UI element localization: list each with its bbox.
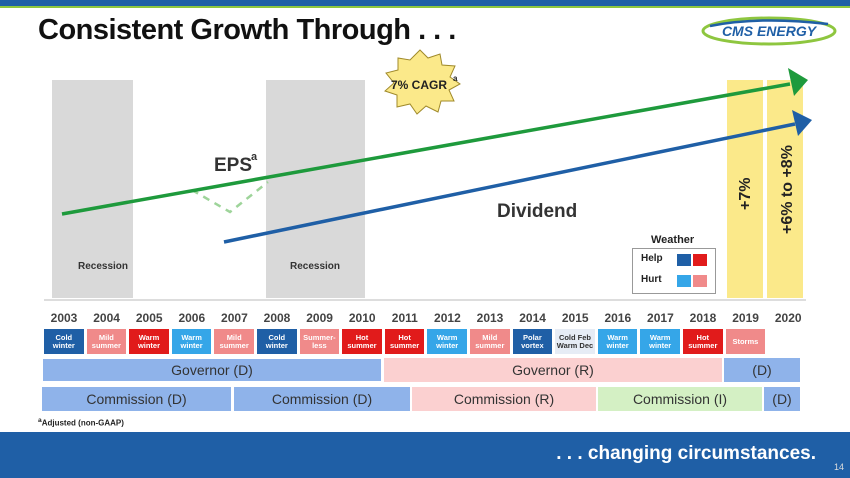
commission-r-bar: Commission (R)	[412, 387, 596, 411]
dividend-label: Dividend	[497, 201, 577, 222]
weather-cell-2017: Warm winter	[639, 328, 681, 355]
commission-d-2020-bar: (D)	[764, 387, 800, 411]
year-label-2007: 2007	[221, 311, 248, 325]
logo-text: CMS ENERGY	[722, 23, 818, 39]
weather-cell-2018: Hot summer	[682, 328, 724, 355]
weather-cell-2012: Warm winter	[426, 328, 468, 355]
dividend-arrowhead	[792, 110, 812, 136]
recession-label-1: Recession	[78, 261, 128, 272]
top-accent-stripe	[0, 6, 850, 8]
year-label-2009: 2009	[306, 311, 333, 325]
forecast-label-2020: +6% to +8%	[779, 145, 796, 234]
weather-cell-2009: Summer-less	[298, 328, 341, 355]
governor-d-bar: Governor (D)	[42, 358, 382, 382]
forecast-label-2019: +7%	[737, 178, 754, 210]
help-swatch-blue	[677, 254, 691, 266]
cagr-burst	[384, 49, 461, 115]
footnote: aAdjusted (non-GAAP)	[38, 417, 124, 428]
top-accent-bar	[0, 0, 850, 6]
page-number: 14	[833, 462, 844, 472]
recession-band-2	[266, 80, 365, 298]
dividend-trend-line	[223, 122, 796, 244]
governor-d-2019-bar: (D)	[724, 358, 800, 382]
recession-band-1	[52, 80, 133, 298]
year-label-2011: 2011	[392, 311, 418, 325]
weather-cell-2015: Cold Feb Warm Dec	[554, 328, 596, 355]
weather-cell-2016: Warm winter	[596, 328, 639, 355]
eps-trend-line	[61, 82, 791, 216]
cagr-label: 7% CAGR	[391, 78, 447, 92]
tagline: . . . changing circumstances.	[556, 443, 816, 464]
year-axis: 2003 2004 2005 2006 2007 2008 2009 2010 2011 2012…	[51, 311, 802, 325]
weather-cell-2013: Mild summer	[469, 328, 511, 355]
year-label-2016: 2016	[604, 311, 631, 325]
year-label-2018: 2018	[690, 311, 717, 325]
year-label-2008: 2008	[264, 311, 291, 325]
cagr-label-superscript: a	[453, 74, 458, 83]
slide-title: Consistent Growth Through . . .	[38, 14, 456, 46]
cms-energy-logo: CMS ENERGY	[701, 16, 837, 46]
weather-cell-2005: Warm winter	[128, 328, 170, 355]
help-swatch-red	[693, 254, 707, 266]
year-label-2004: 2004	[93, 311, 120, 325]
year-label-2017: 2017	[647, 311, 674, 325]
footnote-superscript: a	[38, 417, 42, 424]
weather-cell-2010: Hot summer	[341, 328, 383, 355]
governor-r-bar: Governor (R)	[384, 358, 722, 382]
eps-dip-line	[191, 181, 269, 214]
weather-cell-2006: Warm winter	[170, 328, 213, 355]
year-label-2003: 2003	[51, 311, 78, 325]
weather-cell-2011: Hot summer	[383, 328, 426, 355]
bottom-banner	[0, 432, 850, 478]
recession-label-2: Recession	[290, 261, 340, 272]
commission-d-bar-2: Commission (D)	[234, 387, 410, 411]
year-label-2014: 2014	[519, 311, 546, 325]
commission-i-bar: Commission (I)	[598, 387, 762, 411]
weather-cell-2003: Cold winter	[43, 328, 85, 355]
weather-legend-hurt-label: Hurt	[641, 274, 662, 285]
year-label-2019: 2019	[732, 311, 759, 325]
weather-legend-help-label: Help	[641, 253, 663, 264]
year-label-2010: 2010	[349, 311, 376, 325]
eps-label: EPS	[214, 155, 252, 176]
hurt-swatch-red	[693, 275, 707, 287]
year-label-2012: 2012	[434, 311, 461, 325]
weather-cell-2019: Storms	[724, 328, 767, 355]
footnote-text: Adjusted (non-GAAP)	[41, 418, 124, 428]
eps-arrowhead	[788, 68, 808, 96]
year-label-2006: 2006	[178, 311, 205, 325]
weather-legend-title: Weather	[651, 234, 695, 246]
commission-d-bar-1: Commission (D)	[42, 387, 232, 411]
year-label-2013: 2013	[477, 311, 504, 325]
weather-cell-2004: Mild summer	[85, 328, 128, 355]
eps-label-superscript: a	[251, 151, 258, 163]
hurt-swatch-blue	[677, 275, 691, 287]
year-label-2020: 2020	[775, 311, 802, 325]
weather-cell-2014: Polar vortex	[511, 328, 554, 355]
forecast-band-2019	[727, 80, 763, 298]
weather-cell-2008: Cold winter	[256, 328, 298, 355]
year-label-2015: 2015	[562, 311, 589, 325]
weather-cell-2007: Mild summer	[213, 328, 255, 355]
weather-legend: Help Hurt	[632, 248, 716, 294]
year-label-2005: 2005	[136, 311, 163, 325]
